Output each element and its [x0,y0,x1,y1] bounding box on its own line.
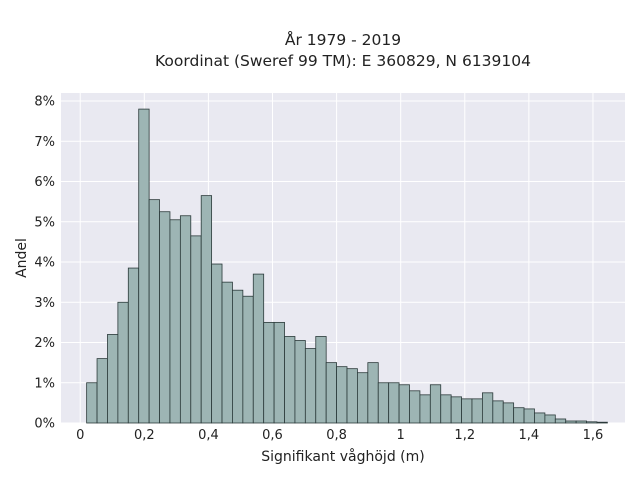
histogram-bar [461,398,473,424]
histogram-bar [357,372,369,424]
histogram-bar [169,219,181,424]
histogram-bars [86,108,608,424]
histogram-bar [534,412,546,424]
histogram-bar [544,414,556,424]
histogram-bar [398,384,410,424]
histogram-bar [242,295,254,424]
y-tick-label: 1% [34,376,55,391]
histogram-bar [221,281,233,424]
histogram-bar [159,211,171,424]
y-tick-label: 5% [34,215,55,230]
histogram-bar [575,420,587,424]
y-tick-label: 8% [34,95,55,110]
histogram-bar [523,408,535,424]
histogram-bar [252,273,265,424]
y-tick-label: 3% [34,296,55,311]
x-tick-label: 0 [76,428,84,443]
x-tick-label: 0,8 [326,428,347,443]
histogram-bar [117,301,129,424]
histogram-bar [127,267,140,424]
histogram-bar [440,394,452,424]
histogram-bar [96,358,108,424]
histogram-bar [481,392,494,424]
histogram-bar [294,340,306,424]
histogram-bar [263,321,275,424]
histogram-bar [138,108,150,424]
histogram-bar [346,368,358,424]
histogram-bar [86,382,98,424]
y-tick-label: 4% [34,256,55,271]
histogram-bar [409,390,421,424]
histogram-bar [304,348,317,424]
histogram-bar [284,336,296,424]
histogram-bar [107,334,119,424]
x-tick-label: 0,2 [134,428,155,443]
histogram-bar [429,384,442,424]
histogram-bar [367,362,379,424]
x-tick-label: 1,4 [519,428,540,443]
histogram-bar [492,400,504,424]
histogram-bar [325,362,337,424]
histogram-bar [179,215,192,424]
histogram-bar [565,420,577,424]
histogram-bar [200,195,213,424]
y-tick-label: 7% [34,135,55,150]
histogram-bar [388,382,400,424]
x-axis-ticks: 0 0,2 0,4 0,6 0,8 1 1,2 1,4 1,6 [76,428,603,443]
histogram-bar [450,396,462,424]
histogram-bar [554,418,567,424]
chart-title-line2: Koordinat (Sweref 99 TM): E 360829, N 61… [155,52,531,70]
histogram-bar [148,199,160,424]
histogram-bar [190,235,202,424]
histogram-bar [315,336,327,424]
x-tick-label: 0,4 [198,428,219,443]
histogram-bar [502,402,515,424]
x-axis-label: Signifikant våghöjd (m) [261,448,424,465]
y-tick-label: 0% [34,417,55,432]
y-tick-label: 2% [34,336,55,351]
histogram-bar [336,366,348,424]
y-tick-label: 6% [34,175,55,190]
histogram-bar [513,407,525,424]
histogram-bar [471,398,483,424]
x-tick-label: 1,2 [454,428,475,443]
histogram-bar [232,289,244,424]
x-tick-label: 1 [397,428,405,443]
x-tick-label: 0,6 [262,428,283,443]
histogram-bar [211,263,223,424]
histogram-bar [377,382,390,424]
y-axis-ticks: 0% 1% 2% 3% 4% 5% 6% 7% 8% [34,95,55,432]
histogram-bar [586,421,598,424]
histogram-bar [596,421,608,424]
chart-title-line1: År 1979 - 2019 [285,30,401,49]
x-tick-label: 1,6 [583,428,604,443]
histogram-bar [273,321,285,424]
histogram-bar [419,394,431,424]
y-axis-label: Andel [14,238,30,278]
